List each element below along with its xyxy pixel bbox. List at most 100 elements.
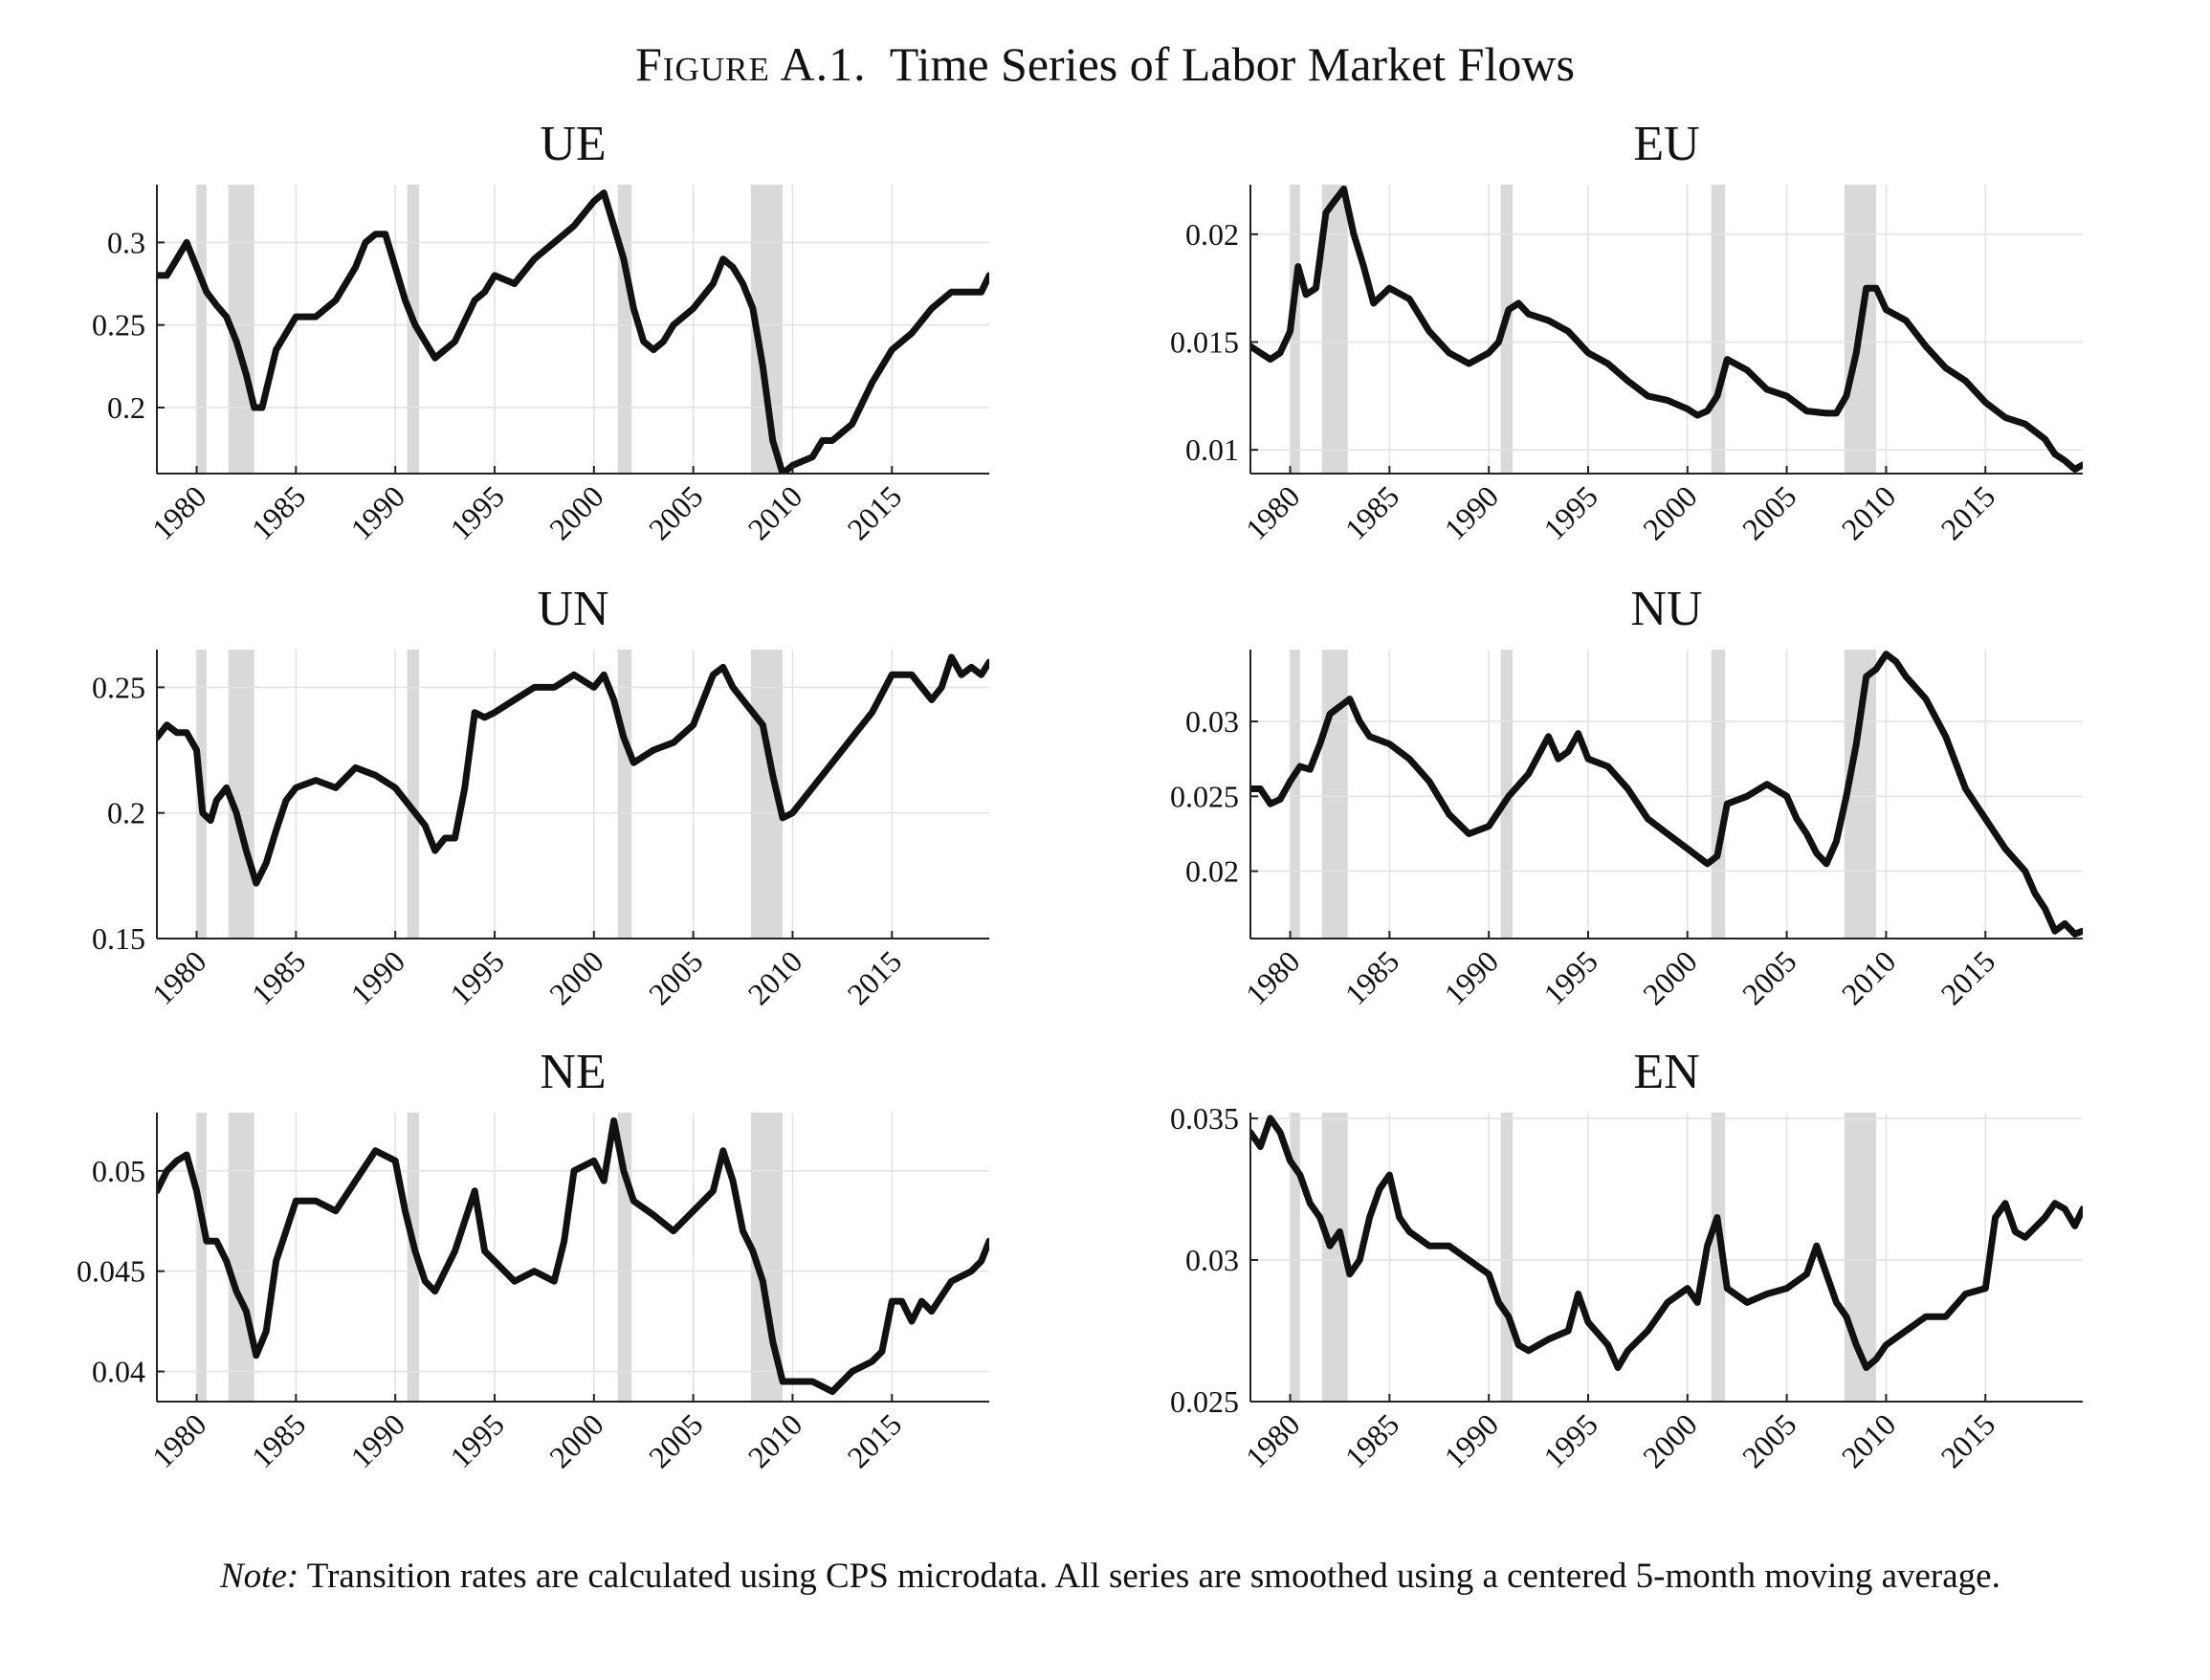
recession-band [407, 1113, 420, 1402]
recession-band [1290, 1113, 1300, 1402]
x-tick-label: 2010 [1835, 1406, 1903, 1474]
y-tick-label: 0.025 [1170, 779, 1239, 813]
recession-band [1290, 650, 1300, 939]
chart-panel-un: 0.15 0.2 0.25 1980 1985 1990 1995 2000 2005 2010 2… [92, 582, 989, 1011]
y-tick-label: 0.2 [107, 796, 145, 830]
y-tick-label: 0.3 [107, 225, 145, 259]
chart-panel-nu: 0.02 0.025 0.03 1980 1985 1990 1995 2000 2005 201… [1170, 582, 2083, 1011]
y-tick-label: 0.045 [77, 1254, 145, 1289]
recession-band [1500, 185, 1514, 474]
x-tick-label: 2015 [1934, 943, 2001, 1011]
x-tick-label: 2005 [1735, 478, 1803, 546]
recession-band [617, 650, 632, 939]
x-tick-label: 1980 [145, 943, 213, 1011]
x-tick-label: 2010 [741, 1406, 809, 1474]
x-tick-label: 1985 [245, 1406, 313, 1474]
x-tick-label: 2015 [840, 1406, 908, 1474]
x-tick-label: 1995 [1536, 1406, 1604, 1474]
x-tick-label: 1990 [1437, 1406, 1505, 1474]
x-tick-label: 2000 [1636, 1406, 1704, 1474]
x-tick-label: 1985 [1338, 1406, 1406, 1474]
x-tick-label: 2010 [1835, 478, 1903, 546]
x-tick-label: 1980 [1239, 1406, 1307, 1474]
x-tick-label: 2005 [1735, 943, 1803, 1011]
y-tick-label: 0.03 [1185, 704, 1239, 739]
y-tick-label: 0.25 [92, 670, 145, 704]
y-tick-label: 0.05 [92, 1154, 145, 1188]
y-tick-label: 0.015 [1170, 325, 1239, 360]
recession-band [228, 1113, 254, 1402]
x-tick-label: 1995 [443, 943, 511, 1011]
chart-panel-en: 0.025 0.03 0.035 1980 1985 1990 1995 2000 2005 20… [1170, 1045, 2083, 1474]
x-tick-label: 1980 [1239, 943, 1307, 1011]
x-tick-label: 1985 [245, 478, 313, 546]
chart-panel-eu: 0.01 0.015 0.02 1980 1985 1990 1995 2000 2005 201… [1170, 117, 2083, 546]
y-tick-label: 0.25 [92, 308, 145, 343]
figure-title-text: Time Series of Labor Market Flows [889, 37, 1575, 91]
x-tick-label: 1985 [245, 943, 313, 1011]
note-lead: Note: [220, 1557, 299, 1596]
figure-label: Figure A.1. [635, 37, 867, 91]
x-tick-label: 2005 [1735, 1406, 1803, 1474]
x-tick-label: 2015 [840, 943, 908, 1011]
y-tick-label: 0.035 [1170, 1101, 1239, 1136]
x-tick-label: 2015 [1934, 1406, 2001, 1474]
panel-title-eu: EU [1633, 117, 1699, 171]
recession-band [1711, 185, 1726, 474]
recession-band [617, 185, 632, 474]
x-tick-label: 1985 [1338, 478, 1406, 546]
x-tick-label: 1990 [343, 943, 411, 1011]
x-tick-label: 2000 [1636, 943, 1704, 1011]
x-tick-label: 1995 [1536, 478, 1604, 546]
x-tick-label: 1990 [1437, 478, 1505, 546]
x-tick-label: 2005 [642, 1406, 710, 1474]
x-tick-label: 2000 [542, 478, 610, 546]
y-tick-label: 0.02 [1185, 854, 1239, 889]
series-line-eu [1250, 186, 2083, 473]
x-tick-label: 1995 [443, 1406, 511, 1474]
x-tick-label: 1990 [1437, 943, 1505, 1011]
recession-band [228, 650, 254, 939]
chart-panel-ue: 0.2 0.25 0.3 1980 1985 1990 1995 2000 2005 2010 20… [92, 117, 989, 546]
x-tick-label: 2010 [741, 478, 809, 546]
x-tick-label: 1995 [443, 478, 511, 546]
y-tick-label: 0.01 [1185, 432, 1239, 467]
recession-band [1711, 650, 1726, 939]
recession-band [196, 1113, 207, 1402]
x-tick-label: 1995 [1536, 943, 1604, 1011]
y-tick-label: 0.02 [1185, 217, 1239, 252]
y-tick-label: 0.025 [1170, 1384, 1239, 1419]
recession-band [1321, 650, 1348, 939]
note-text: Transition rates are calculated using CP… [306, 1557, 2000, 1596]
x-tick-label: 2000 [542, 1406, 610, 1474]
y-tick-label: 0.04 [92, 1355, 145, 1389]
x-tick-label: 1990 [343, 1406, 411, 1474]
series-line-nu [1250, 651, 2083, 938]
charts-grid: 0.2 0.25 0.3 1980 1985 1990 1995 2000 2005 2010 20… [77, 117, 2083, 1474]
recession-band [196, 185, 207, 474]
x-tick-label: 2010 [741, 943, 809, 1011]
chart-panel-ne: 0.04 0.045 0.05 1980 1985 1990 1995 2000 2005 201… [77, 1045, 989, 1474]
x-tick-label: 2005 [642, 943, 710, 1011]
recession-band [1500, 1113, 1514, 1402]
panel-title-un: UN [537, 582, 608, 636]
x-tick-label: 1980 [145, 1406, 213, 1474]
x-tick-label: 1980 [1239, 478, 1307, 546]
x-tick-label: 2015 [1934, 478, 2001, 546]
panel-title-en: EN [1633, 1045, 1699, 1099]
recession-band [407, 185, 420, 474]
y-tick-label: 0.15 [92, 921, 145, 956]
panel-title-ne: NE [540, 1045, 606, 1099]
series-line-en [1250, 1115, 2083, 1371]
recession-band [407, 650, 420, 939]
x-tick-label: 1990 [343, 478, 411, 546]
y-tick-label: 0.03 [1185, 1243, 1239, 1277]
y-tick-label: 0.2 [107, 390, 145, 425]
panel-title-ue: UE [540, 117, 606, 171]
x-tick-label: 1985 [1338, 943, 1406, 1011]
x-tick-label: 1980 [145, 478, 213, 546]
series-line-ue [157, 189, 989, 474]
x-tick-label: 2010 [1835, 943, 1903, 1011]
figure-note: Note: Transition rates are calculated us… [220, 1552, 2019, 1602]
series-line-un [157, 653, 989, 887]
